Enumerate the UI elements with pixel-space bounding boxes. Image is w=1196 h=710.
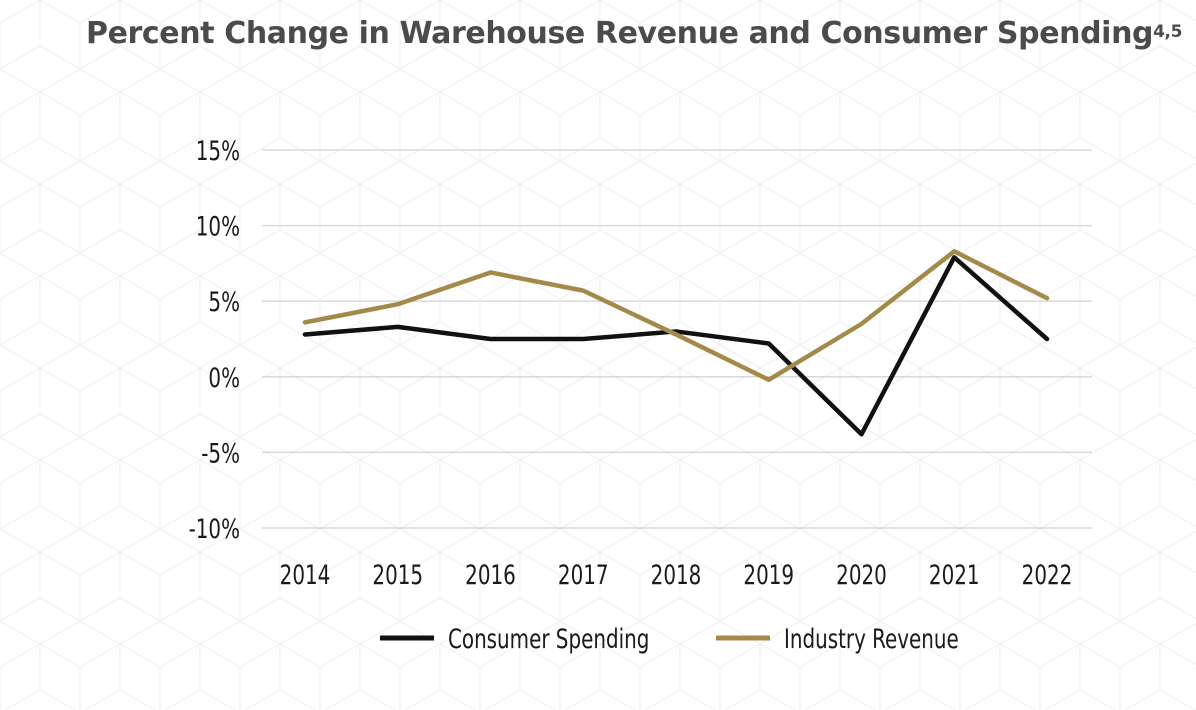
- legend: Consumer Spending Industry Revenue: [380, 623, 959, 655]
- series-line-2: [302, 249, 1050, 383]
- x-tick-label: 2016: [465, 559, 516, 591]
- x-tick-label: 2018: [651, 559, 702, 591]
- title-footnote-ref: 4,5: [1153, 22, 1183, 42]
- y-tick-label: 0%: [208, 362, 240, 394]
- x-tick-label: 2019: [743, 559, 794, 591]
- x-axis-tick-labels: 2014 2015 2016 2017 2018 2019 2020 2021 2022: [280, 559, 1073, 591]
- y-tick-label: 10%: [196, 210, 240, 242]
- x-tick-label: 2017: [558, 559, 609, 591]
- chart-title: Percent Change in Warehouse Revenue and …: [86, 16, 1196, 51]
- x-tick-label: 2021: [929, 559, 980, 591]
- legend-label: Consumer Spending: [448, 623, 649, 655]
- chart-title-text: Percent Change in Warehouse Revenue and …: [86, 16, 1154, 51]
- y-tick-label: 5%: [208, 286, 240, 318]
- series-lines: [302, 249, 1050, 437]
- series-line-1: [302, 255, 1050, 437]
- x-tick-label: 2020: [836, 559, 887, 591]
- x-tick-label: 2015: [372, 559, 423, 591]
- y-tick-label: -10%: [189, 513, 240, 545]
- x-tick-label: 2014: [280, 559, 331, 591]
- legend-label: Industry Revenue: [784, 623, 959, 655]
- y-tick-label: 15%: [196, 135, 240, 167]
- gridlines: [262, 149, 1092, 529]
- y-tick-label: -5%: [201, 437, 240, 469]
- x-tick-label: 2022: [1022, 559, 1073, 591]
- y-axis-tick-labels: 15% 10% 5% 0% -5% -10%: [189, 135, 240, 545]
